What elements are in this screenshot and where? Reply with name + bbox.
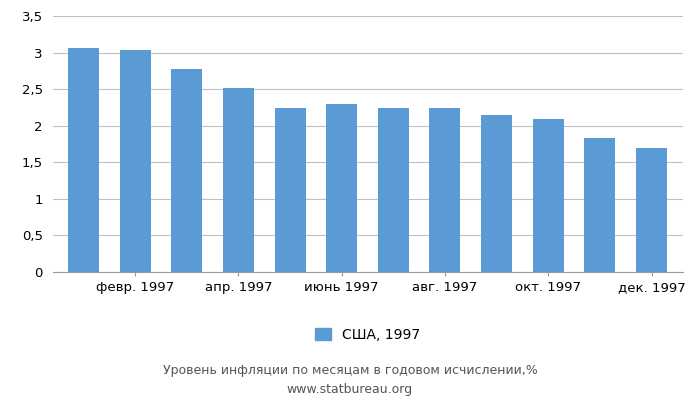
Bar <box>636 148 667 272</box>
Bar <box>326 104 357 272</box>
Bar <box>223 88 254 272</box>
Bar <box>378 108 409 272</box>
Bar <box>274 108 305 272</box>
Bar <box>120 50 150 272</box>
Bar <box>172 69 202 272</box>
Bar <box>481 115 512 272</box>
Bar <box>68 48 99 272</box>
Text: Уровень инфляции по месяцам в годовом исчислении,%
www.statbureau.org: Уровень инфляции по месяцам в годовом ис… <box>162 364 538 396</box>
Bar <box>430 108 461 272</box>
Bar <box>533 119 564 272</box>
Legend: США, 1997: США, 1997 <box>309 322 426 348</box>
Bar <box>584 138 615 272</box>
